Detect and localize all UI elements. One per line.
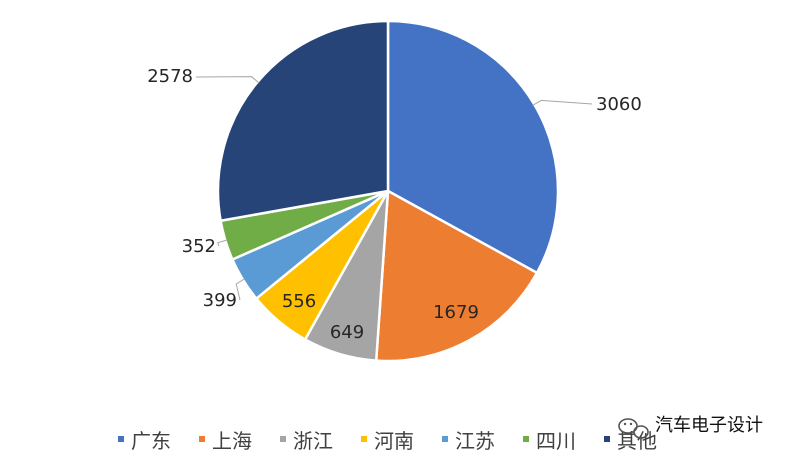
data-labels: 3060 1679 649 556 399 352 2578 <box>147 66 642 343</box>
legend-swatch-2 <box>199 436 205 442</box>
legend-swatch-3 <box>280 436 286 442</box>
legend-item-5: 江苏 <box>442 429 495 453</box>
pie-slice-2 <box>374 188 539 363</box>
legend-item-2: 上海 <box>199 429 252 453</box>
legend-label-5: 江苏 <box>455 429 495 453</box>
data-label-1: 3060 <box>596 94 642 115</box>
leader-line-6 <box>217 239 228 247</box>
legend-swatch-4 <box>361 436 367 442</box>
pie-slice-7 <box>216 19 390 223</box>
leader-lines <box>195 76 593 301</box>
legend-label-4: 河南 <box>374 429 414 453</box>
legend-item-1: 广东 <box>118 429 171 453</box>
data-label-2: 1679 <box>433 302 479 323</box>
legend-item-4: 河南 <box>361 429 414 453</box>
legend-item-3: 浙江 <box>280 429 333 453</box>
data-label-4: 556 <box>282 291 316 312</box>
legend-swatch-5 <box>442 436 448 442</box>
legend-label-6: 四川 <box>536 429 576 453</box>
data-label-7: 2578 <box>147 66 193 87</box>
legend-swatch-6 <box>523 436 529 442</box>
leader-line-7 <box>195 76 260 84</box>
legend-label-2: 上海 <box>212 429 252 453</box>
watermark-text: 汽车电子设计 <box>655 415 763 436</box>
data-label-6: 352 <box>182 236 216 257</box>
data-label-5: 399 <box>203 290 237 311</box>
legend-label-1: 广东 <box>131 429 171 453</box>
watermark: 汽车电子设计 <box>618 415 763 439</box>
leader-line-1 <box>532 99 593 106</box>
legend: 广东 上海 浙江 河南 江苏 四川 其他 <box>118 429 657 453</box>
pie-slices <box>216 19 560 363</box>
data-label-3: 649 <box>330 322 364 343</box>
wechat-icon <box>618 418 649 439</box>
legend-item-6: 四川 <box>523 429 576 453</box>
leader-line-5 <box>235 278 246 301</box>
legend-label-3: 浙江 <box>293 429 333 453</box>
legend-swatch-7 <box>604 436 610 442</box>
legend-swatch-1 <box>118 436 124 442</box>
